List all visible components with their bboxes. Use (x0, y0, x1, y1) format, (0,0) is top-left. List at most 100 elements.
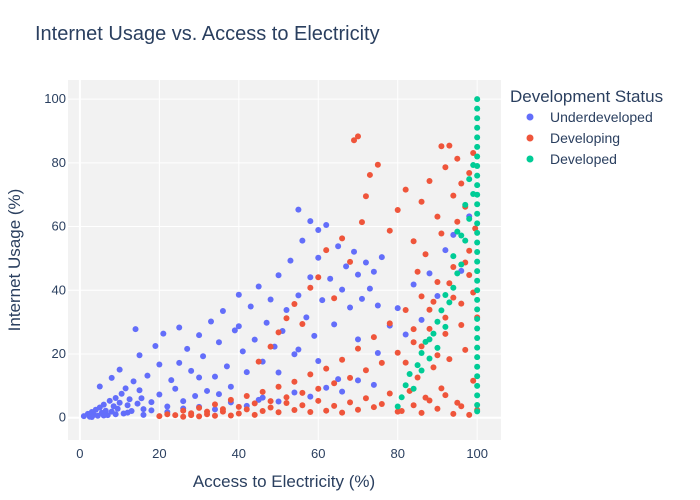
data-point[interactable] (323, 247, 330, 254)
data-point[interactable] (259, 388, 266, 395)
data-point[interactable] (354, 345, 361, 352)
data-point[interactable] (434, 344, 441, 351)
data-point[interactable] (366, 285, 373, 292)
data-point[interactable] (275, 272, 282, 279)
data-point[interactable] (283, 400, 290, 407)
data-point[interactable] (474, 268, 481, 275)
data-point[interactable] (219, 408, 226, 415)
data-point[interactable] (184, 345, 191, 352)
data-point[interactable] (299, 321, 306, 328)
data-point[interactable] (474, 229, 481, 236)
data-point[interactable] (434, 405, 441, 412)
data-point[interactable] (299, 389, 306, 396)
data-point[interactable] (418, 293, 425, 300)
data-point[interactable] (458, 300, 465, 307)
data-point[interactable] (106, 397, 113, 404)
legend[interactable]: Development Status Underdeveloped Develop… (510, 87, 663, 167)
data-point[interactable] (267, 343, 274, 350)
data-point[interactable] (351, 137, 358, 144)
data-point[interactable] (283, 394, 290, 401)
data-point[interactable] (251, 336, 258, 343)
data-point[interactable] (259, 408, 266, 415)
data-point[interactable] (474, 239, 481, 246)
data-point[interactable] (406, 371, 413, 378)
data-point[interactable] (434, 318, 441, 325)
data-point[interactable] (180, 407, 187, 414)
data-point[interactable] (474, 287, 481, 294)
data-point[interactable] (466, 170, 473, 177)
data-point[interactable] (283, 315, 290, 322)
data-point[interactable] (263, 319, 270, 326)
data-point[interactable] (402, 382, 409, 389)
data-point[interactable] (140, 406, 147, 413)
data-point[interactable] (474, 115, 481, 122)
data-point[interactable] (474, 182, 481, 189)
data-point[interactable] (223, 363, 230, 370)
data-point[interactable] (362, 395, 369, 402)
data-point[interactable] (394, 408, 401, 415)
data-point[interactable] (315, 385, 322, 392)
data-point[interactable] (339, 286, 346, 293)
data-point[interactable] (434, 293, 441, 299)
data-point[interactable] (219, 307, 226, 314)
data-point[interactable] (442, 314, 449, 321)
data-point[interactable] (442, 292, 449, 299)
data-point[interactable] (323, 365, 330, 372)
data-point[interactable] (339, 356, 346, 363)
data-point[interactable] (243, 369, 250, 376)
data-point[interactable] (315, 274, 322, 281)
data-point[interactable] (136, 387, 143, 394)
data-point[interactable] (386, 227, 393, 234)
data-point[interactable] (474, 249, 481, 256)
data-point[interactable] (196, 374, 203, 381)
data-point[interactable] (386, 390, 393, 397)
data-point[interactable] (299, 237, 306, 244)
data-point[interactable] (275, 369, 282, 376)
data-point[interactable] (418, 409, 425, 416)
data-point[interactable] (354, 336, 361, 343)
data-point[interactable] (370, 404, 377, 411)
data-point[interactable] (474, 201, 481, 208)
data-point[interactable] (442, 164, 449, 171)
data-point[interactable] (414, 362, 421, 369)
data-point[interactable] (370, 381, 377, 388)
data-point[interactable] (112, 394, 119, 401)
data-point[interactable] (454, 399, 461, 406)
data-point[interactable] (122, 385, 129, 392)
data-point[interactable] (426, 355, 433, 362)
data-point[interactable] (474, 277, 481, 284)
data-point[interactable] (370, 334, 377, 341)
data-point[interactable] (358, 295, 365, 302)
data-point[interactable] (339, 388, 346, 395)
data-point[interactable] (458, 180, 465, 187)
data-point[interactable] (458, 232, 465, 239)
data-point[interactable] (402, 307, 409, 314)
data-point[interactable] (114, 405, 121, 412)
data-point[interactable] (275, 329, 282, 336)
data-point[interactable] (446, 299, 453, 306)
data-point[interactable] (148, 399, 155, 406)
data-point[interactable] (295, 346, 302, 353)
data-point[interactable] (430, 298, 437, 305)
data-point[interactable] (315, 357, 322, 364)
data-point[interactable] (402, 359, 409, 366)
data-point[interactable] (291, 407, 298, 414)
data-point[interactable] (462, 237, 469, 244)
data-point[interactable] (474, 408, 481, 415)
data-point[interactable] (307, 274, 314, 281)
data-point[interactable] (462, 346, 469, 353)
data-point[interactable] (438, 230, 445, 237)
data-point[interactable] (466, 176, 473, 183)
data-point[interactable] (474, 96, 481, 103)
data-point[interactable] (446, 356, 453, 363)
data-point[interactable] (239, 348, 246, 355)
data-point[interactable] (192, 393, 199, 400)
data-point[interactable] (307, 408, 314, 415)
data-point[interactable] (291, 351, 298, 358)
data-point[interactable] (116, 366, 123, 373)
data-point[interactable] (454, 218, 461, 225)
data-point[interactable] (307, 393, 314, 400)
data-point[interactable] (351, 248, 358, 255)
data-point[interactable] (168, 377, 175, 384)
data-point[interactable] (243, 393, 250, 400)
